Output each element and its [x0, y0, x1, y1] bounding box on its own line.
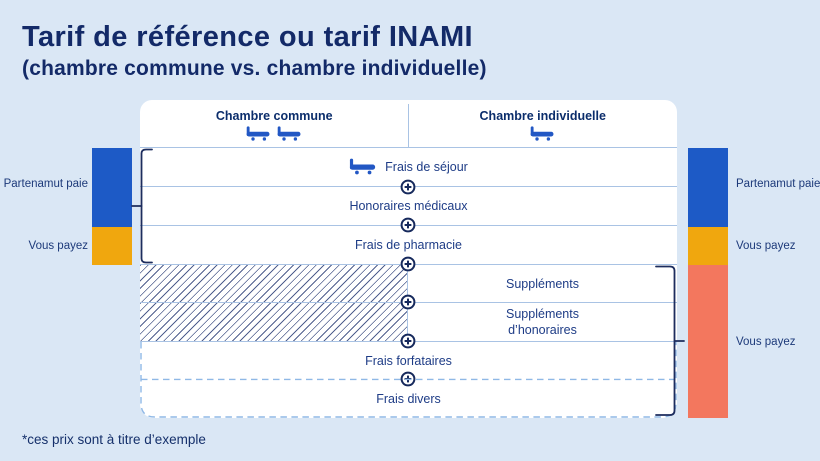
one-bed-icon [529, 126, 556, 142]
row-label: Frais divers [376, 392, 441, 407]
bar-right-partenamut [688, 148, 728, 227]
plus-icon [400, 217, 416, 233]
bed-icon [349, 158, 377, 176]
plus-icon [400, 294, 416, 310]
bar-right-vous-payez-orange [688, 227, 728, 265]
row-label: Frais de séjour [385, 159, 468, 174]
two-beds-icon [245, 126, 303, 142]
row-frais-de-sejour: Frais de séjour [140, 148, 677, 186]
row-label: Honoraires médicaux [349, 198, 468, 213]
column-chambre-individuelle: Chambre individuelle [409, 100, 678, 148]
column-label: Chambre individuelle [479, 109, 606, 123]
header-column-divider [408, 104, 409, 148]
row-label: Suppléments d’honoraires [506, 307, 579, 338]
bar-left-partenamut [92, 148, 132, 227]
bar-right-vous-payez-salmon [688, 265, 728, 418]
column-label: Chambre commune [215, 109, 333, 123]
label-partenamut-paie-right: Partenamut paie [736, 178, 820, 190]
hatched-area [140, 264, 408, 303]
bar-left-vous-payez [92, 227, 132, 265]
label-vous-payez-left: Vous payez [28, 240, 88, 252]
plus-icon [400, 256, 416, 272]
footnote: *ces prix sont à titre d’exemple [22, 432, 206, 447]
column-chambre-commune: Chambre commune [140, 100, 409, 148]
hatched-area [140, 303, 408, 342]
label-partenamut-paie-left: Partenamut paie [3, 178, 88, 190]
row-label: Frais de pharmacie [355, 237, 462, 252]
plus-icon [400, 371, 416, 387]
row-supplements: Suppléments [140, 263, 677, 303]
page-title: Tarif de référence ou tarif INAMI [22, 21, 473, 53]
plus-icon [400, 333, 416, 349]
row-label: Frais forfataires [365, 354, 452, 369]
label-vous-payez-right-salmon: Vous payez [736, 336, 796, 348]
page-subtitle: (chambre commune vs. chambre individuell… [22, 57, 487, 80]
row-label: Suppléments [506, 276, 579, 291]
plus-icon [400, 179, 416, 195]
label-vous-payez-right-orange: Vous payez [736, 240, 796, 252]
